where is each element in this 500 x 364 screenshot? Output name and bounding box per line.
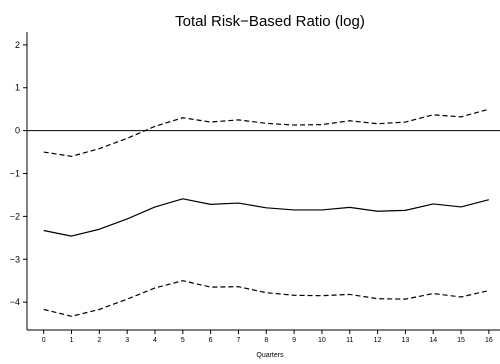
x-tick-label: 14 (429, 337, 437, 344)
x-tick-label: 7 (237, 337, 241, 344)
x-tick-label: 1 (70, 337, 74, 344)
x-tick-label: 11 (346, 337, 353, 344)
x-tick-label: 6 (209, 337, 213, 344)
chart-title: Total Risk−Based Ratio (log) (175, 13, 365, 30)
lower-band-line (43, 280, 490, 317)
x-tick-label: 9 (292, 337, 296, 344)
x-tick-label: 2 (97, 337, 101, 344)
series-layer (43, 108, 490, 317)
estimate-line (43, 198, 490, 237)
x-axis-label: Quarters (256, 352, 284, 359)
y-tick-label: −3 (10, 254, 20, 264)
x-tick-label: 0 (42, 337, 46, 344)
upper-band-line (43, 108, 490, 157)
x-tick-label: 5 (181, 337, 185, 344)
y-tick-label: −4 (10, 297, 20, 307)
y-tick-label: −1 (10, 168, 20, 178)
x-tick-label: 12 (374, 337, 382, 344)
x-tick-label: 13 (402, 337, 410, 344)
x-tick-label: 10 (318, 337, 326, 344)
y-tick-label: 1 (15, 83, 20, 93)
x-tick-label: 8 (264, 337, 268, 344)
x-tick-label: 15 (457, 337, 465, 344)
y-tick-label: −2 (10, 211, 20, 221)
x-tick-label: 16 (485, 337, 493, 344)
y-tick-label: 0 (15, 126, 20, 136)
y-tick-label: 2 (15, 40, 20, 50)
x-tick-label: 3 (125, 337, 129, 344)
x-tick-label: 4 (153, 337, 157, 344)
